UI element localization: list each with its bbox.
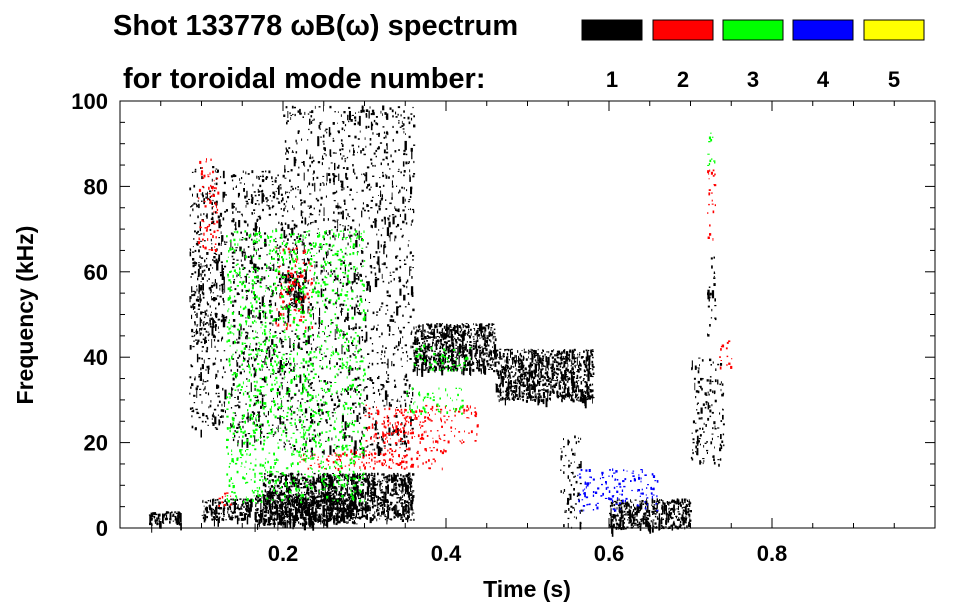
mode-2-patch-23 <box>218 492 232 507</box>
axis-ticks <box>120 101 935 528</box>
mode-3-patch-24 <box>413 344 472 372</box>
legend-swatch-mode-2 <box>652 19 714 41</box>
legend-label-mode-3: 3 <box>747 67 759 92</box>
mode-4-patch-28 <box>577 468 659 513</box>
x-tick-label: 0.2 <box>268 541 299 566</box>
mode-1-patch-8 <box>201 498 253 527</box>
y-tick-label: 100 <box>71 89 108 114</box>
x-tick-label: 0.4 <box>431 541 462 566</box>
mode-3-patch-25 <box>406 387 464 415</box>
mode-legend: 1 2 3 4 5 <box>581 19 925 92</box>
axis-tick-labels: 0.2 0.4 0.6 0.8 0 20 40 60 80 100 <box>71 89 787 566</box>
mode-3-patch-26 <box>707 132 716 166</box>
y-tick-label: 80 <box>84 174 108 199</box>
mode-2-patch-22 <box>719 340 733 370</box>
legend-swatch-mode-1 <box>581 19 643 41</box>
mode-1-patch-1 <box>189 166 228 438</box>
mode-2-patch-20 <box>197 158 220 252</box>
mode-1-patch-7 <box>148 511 182 533</box>
mode-2-patch-16 <box>381 409 430 437</box>
mode-2-patch-18 <box>348 447 447 471</box>
legend-swatch-mode-3 <box>722 19 784 41</box>
mode-1-patch-10 <box>609 498 692 537</box>
y-tick-label: 40 <box>84 345 108 370</box>
mode-1-patch-9 <box>560 435 583 530</box>
legend-label-mode-2: 2 <box>677 67 689 92</box>
chart-title-line2: for toroidal mode number: <box>123 63 486 95</box>
mode-1-patch-11 <box>707 256 717 337</box>
legend-label-mode-1: 1 <box>606 67 618 92</box>
mode-1-patch-0 <box>193 255 224 343</box>
mode-1-patch-2 <box>230 170 285 448</box>
legend-label-mode-5: 5 <box>888 67 900 92</box>
mode-2-patch-15 <box>364 404 479 445</box>
y-tick-label: 20 <box>84 431 108 456</box>
legend-swatch-mode-4 <box>792 19 854 41</box>
chart-title-line1: Shot 133778 ωB(ω) spectrum <box>113 10 518 42</box>
y-tick-label: 0 <box>96 516 108 541</box>
legend-label-mode-4: 4 <box>817 67 830 92</box>
y-tick-label: 60 <box>84 260 108 285</box>
mode-3-patch-27 <box>226 229 367 504</box>
x-axis-label: Time (s) <box>483 576 571 602</box>
x-tick-label: 0.8 <box>757 541 788 566</box>
x-tick-label: 0.6 <box>594 541 625 566</box>
mode-1-patch-14 <box>494 348 595 409</box>
spectrogram-data <box>148 105 733 537</box>
y-axis-label: Frequency (kHz) <box>12 226 38 405</box>
mode-2-patch-17 <box>299 451 415 471</box>
mode-1-patch-13 <box>413 323 497 377</box>
mode-2-patch-21 <box>707 169 717 241</box>
legend-swatch-mode-5 <box>863 19 925 41</box>
mode-1-patch-12 <box>690 357 725 467</box>
